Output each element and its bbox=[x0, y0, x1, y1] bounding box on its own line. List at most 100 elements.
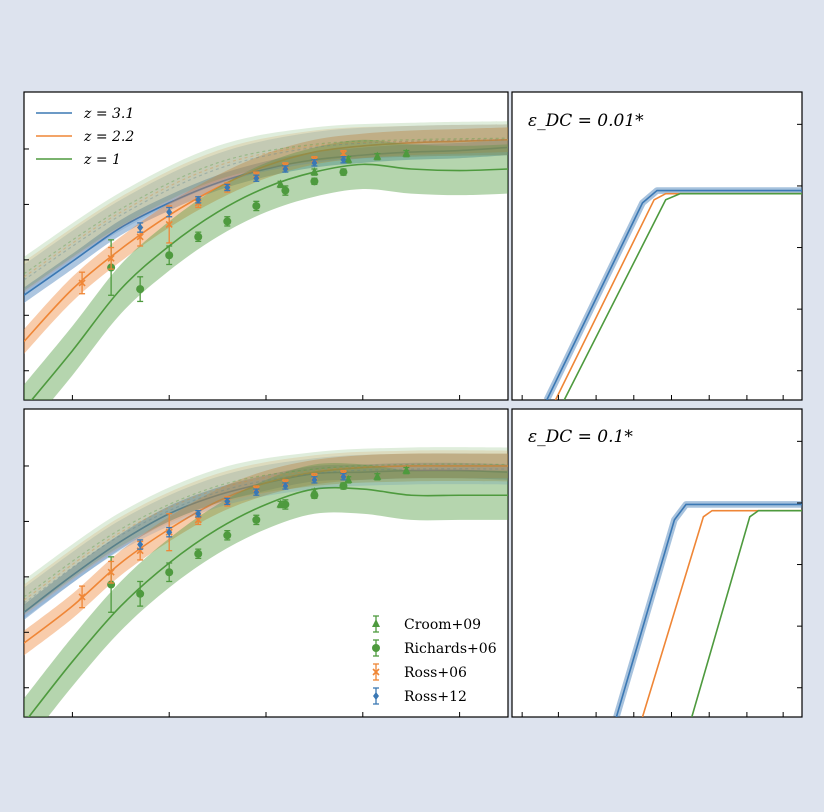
marker-diamond bbox=[137, 223, 144, 232]
series-line bbox=[24, 139, 508, 281]
legend-label: Richards+06 bbox=[404, 641, 497, 657]
legend-top-left: z = 3.1 z = 2.2 z = 1 bbox=[36, 106, 134, 168]
panel-frame bbox=[23, 91, 509, 401]
series-band bbox=[24, 453, 508, 619]
marker-x bbox=[136, 233, 144, 241]
marker-triangle bbox=[373, 471, 382, 480]
marker-circle bbox=[310, 491, 319, 500]
series-band bbox=[24, 450, 508, 616]
data-point bbox=[340, 472, 347, 481]
marker-triangle bbox=[344, 474, 353, 483]
data-point bbox=[165, 562, 174, 583]
marker-circle bbox=[252, 201, 261, 210]
marker-diamond bbox=[340, 472, 347, 481]
data-point bbox=[223, 530, 232, 541]
axis-ticks bbox=[24, 148, 461, 400]
data-point bbox=[224, 183, 231, 192]
marker-circle bbox=[136, 589, 145, 598]
panel-bottom-left bbox=[23, 408, 509, 718]
marker-diamond bbox=[282, 482, 289, 490]
marker-circle bbox=[281, 500, 290, 509]
series-line bbox=[24, 146, 508, 296]
data-point bbox=[339, 168, 348, 177]
series-line bbox=[27, 486, 508, 717]
series-band bbox=[24, 121, 508, 291]
data-point bbox=[311, 475, 318, 484]
marker-diamond bbox=[282, 165, 289, 173]
marker-x bbox=[78, 593, 86, 601]
data-point bbox=[282, 165, 289, 173]
series-line bbox=[691, 509, 802, 717]
series-line bbox=[24, 465, 508, 644]
series-line bbox=[546, 189, 802, 400]
panel-top-left bbox=[23, 91, 509, 401]
data-point bbox=[136, 276, 145, 303]
marker-circle bbox=[223, 217, 232, 226]
series-band bbox=[24, 139, 508, 400]
marker-diamond bbox=[166, 208, 173, 217]
axis-ticks bbox=[521, 440, 802, 717]
marker-x bbox=[78, 279, 86, 287]
axis-ticks bbox=[24, 465, 461, 717]
series-line bbox=[615, 503, 802, 717]
series-line bbox=[24, 465, 508, 601]
data-point bbox=[339, 482, 348, 490]
legend-entry: Croom+09 bbox=[372, 615, 481, 633]
data-point bbox=[166, 526, 173, 538]
annotation-bottom-right: ε_DC = 0.1* bbox=[528, 427, 633, 447]
marker-circle bbox=[281, 186, 290, 195]
data-point bbox=[253, 488, 260, 497]
series-line bbox=[30, 163, 508, 400]
series-line bbox=[24, 463, 508, 598]
marker-circle bbox=[165, 251, 174, 260]
legend-label: z = 2.2 bbox=[83, 129, 134, 145]
legend-entry: Ross+12 bbox=[373, 687, 467, 705]
series-line bbox=[563, 192, 802, 400]
legend-entry: z = 2.2 bbox=[36, 129, 134, 145]
marker-triangle bbox=[373, 151, 382, 160]
marker-diamond bbox=[253, 488, 260, 497]
marker-circle bbox=[223, 531, 232, 540]
marker-triangle bbox=[402, 148, 411, 157]
data-point bbox=[252, 514, 261, 526]
marker-diamond bbox=[195, 195, 202, 204]
marker-diamond bbox=[373, 692, 379, 700]
data-point bbox=[107, 560, 115, 584]
series-line bbox=[641, 509, 802, 717]
marker-circle bbox=[310, 177, 319, 186]
axis-ticks bbox=[521, 123, 802, 400]
panel-frame bbox=[511, 408, 803, 718]
legend-entry: Richards+06 bbox=[372, 639, 497, 657]
marker-x bbox=[372, 668, 380, 676]
data-point bbox=[281, 185, 290, 196]
legend-label: Ross+12 bbox=[404, 689, 467, 705]
data-point bbox=[166, 206, 173, 218]
data-point bbox=[373, 471, 382, 481]
data-point bbox=[310, 491, 319, 500]
legend-label: z = 3.1 bbox=[83, 106, 134, 122]
data-point bbox=[107, 246, 115, 270]
data-point bbox=[194, 231, 203, 243]
legend-label: z = 1 bbox=[83, 152, 121, 168]
marker-diamond bbox=[311, 158, 318, 167]
data-point bbox=[282, 482, 289, 490]
legend-label: Ross+06 bbox=[404, 665, 467, 681]
marker-x bbox=[165, 220, 173, 229]
data-point bbox=[340, 155, 347, 164]
panel-bottom-right bbox=[511, 408, 803, 718]
marker-diamond bbox=[224, 183, 231, 192]
series-line bbox=[24, 138, 508, 343]
legend-entry: z = 3.1 bbox=[36, 106, 134, 122]
data-point bbox=[137, 539, 144, 550]
series-line bbox=[24, 468, 508, 604]
data-point bbox=[223, 216, 232, 227]
annotation-top-right: ε_DC = 0.01* bbox=[528, 111, 644, 131]
series-band bbox=[24, 447, 508, 614]
data-point bbox=[253, 174, 260, 183]
marker-diamond bbox=[224, 497, 231, 506]
panel-frame bbox=[511, 91, 803, 401]
data-point bbox=[194, 548, 203, 560]
data-point bbox=[310, 167, 319, 176]
legend-bottom-left: Croom+09 Richards+06 Ross+06 Ross+12 bbox=[372, 615, 497, 705]
marker-circle bbox=[252, 515, 261, 524]
